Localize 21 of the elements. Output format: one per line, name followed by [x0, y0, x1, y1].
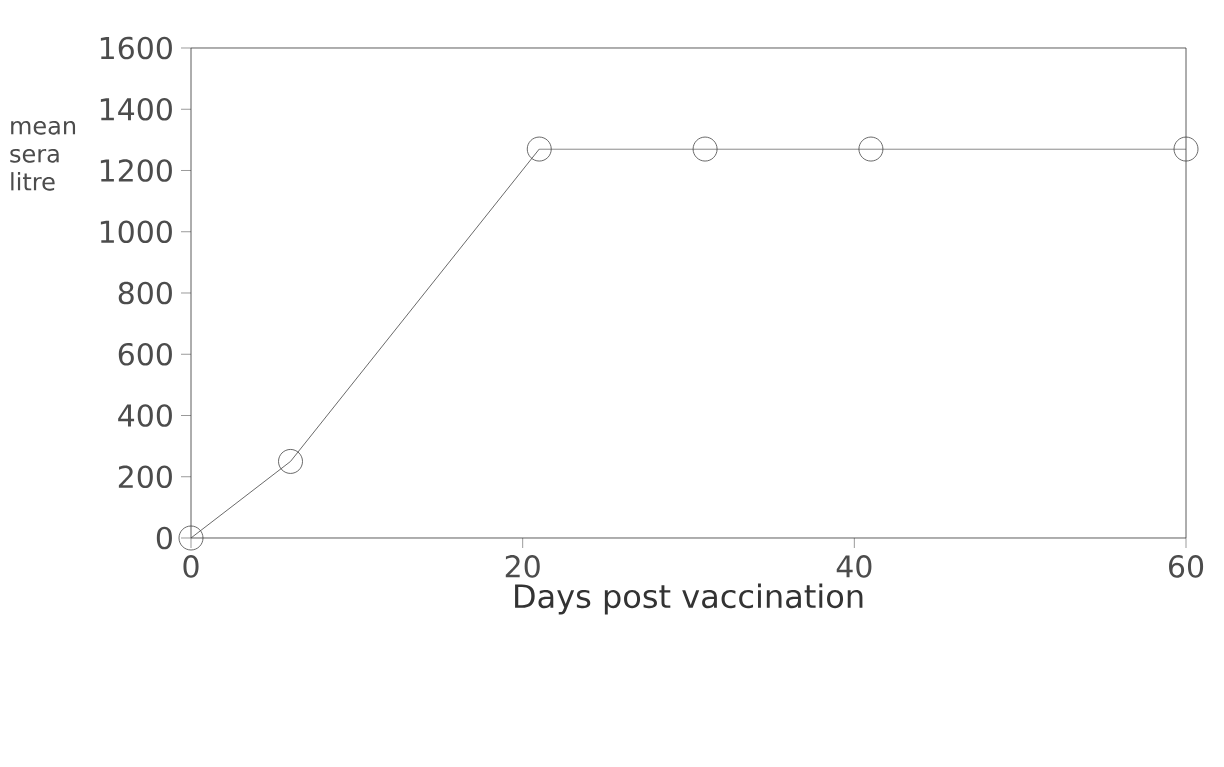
x-axis-title: Days post vaccination	[515, 583, 863, 615]
y-tick-label: 1600	[100, 36, 172, 60]
point	[692, 136, 718, 162]
y-tick-label: 0	[156, 526, 172, 550]
point	[1173, 136, 1199, 162]
y-tick-label: 1000	[100, 220, 172, 244]
y-tick-label: 1200	[100, 159, 172, 182]
x-tick-label: 0	[183, 555, 199, 578]
x-tick-label: 20	[505, 555, 540, 578]
y-tick-label: 800	[118, 281, 172, 305]
x-tick-label: 40	[836, 555, 872, 578]
point	[526, 136, 552, 162]
y-tick-label: 400	[118, 404, 172, 427]
y-tick-label: 200	[118, 465, 172, 489]
point	[178, 525, 204, 551]
y-tick-label: 600	[118, 342, 172, 366]
point	[858, 136, 884, 162]
point	[278, 449, 303, 474]
y-tick-label: 1400	[100, 97, 172, 121]
x-tick-label: 60	[1169, 555, 1204, 578]
y-axis-title: mean sera litre	[10, 120, 76, 191]
